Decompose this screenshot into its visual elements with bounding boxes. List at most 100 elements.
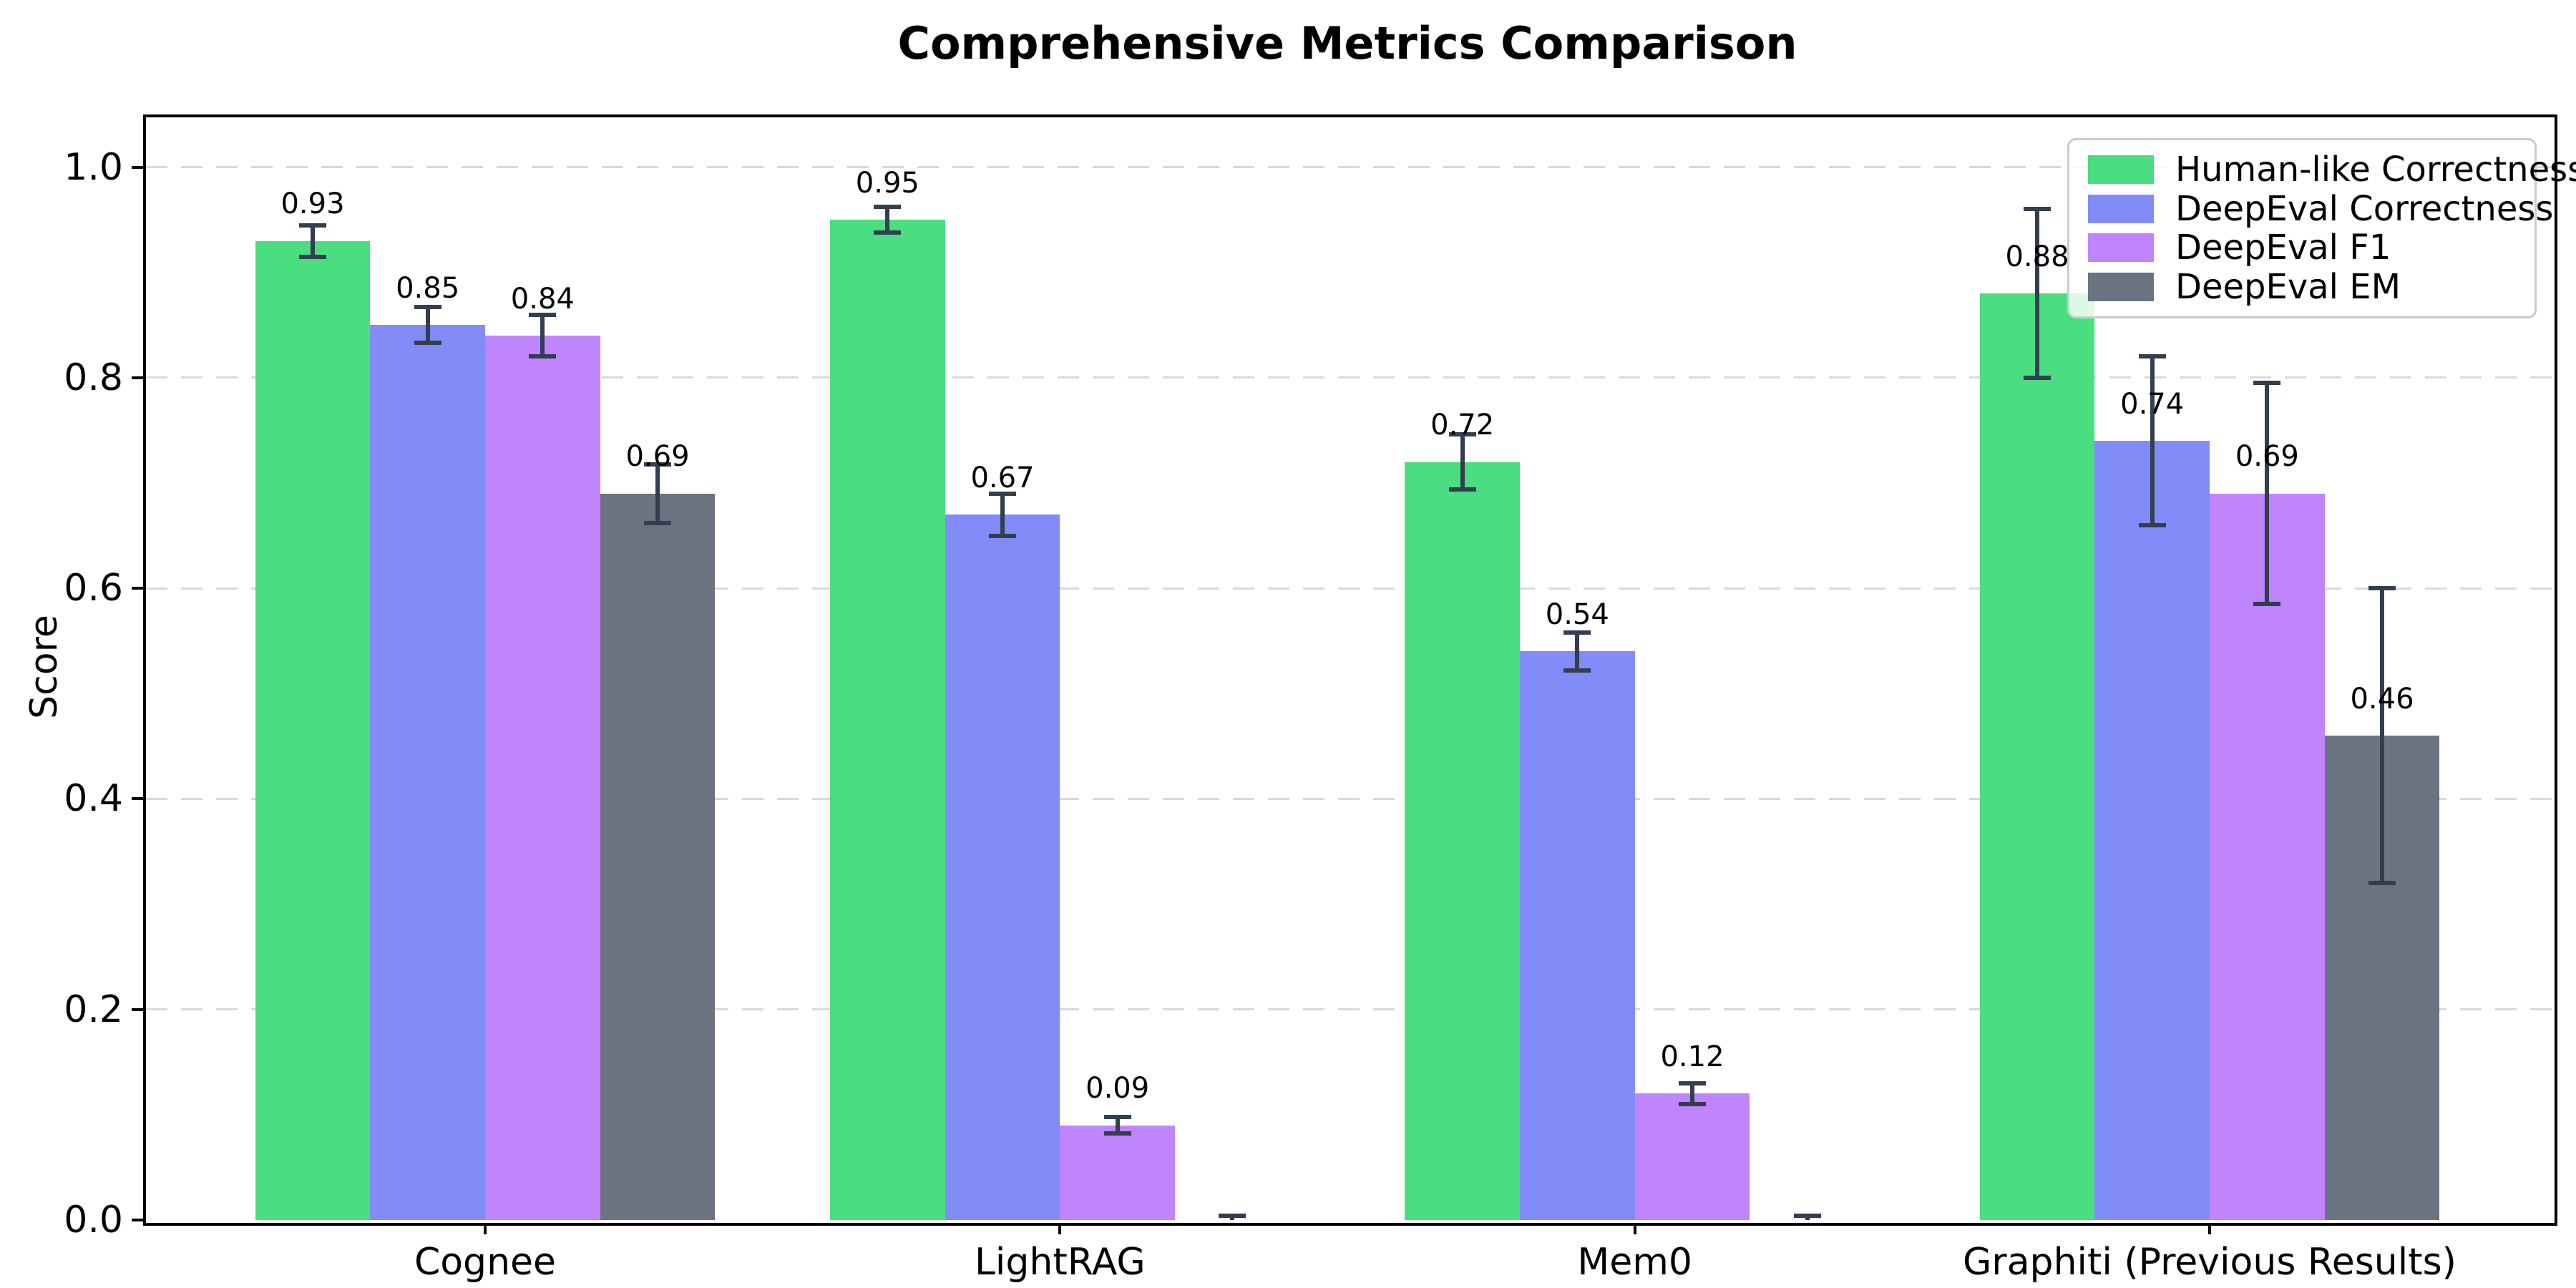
y-tick-label-0.0: 0.0 xyxy=(64,1199,123,1241)
error-bar-human-like-correctness-graphiti-previous-results xyxy=(2035,209,2039,378)
bar-value-label-human-like-correctness-cognee: 0.93 xyxy=(280,187,345,221)
gridline-y-1 xyxy=(146,166,2552,169)
bar-deepeval-f1-cognee xyxy=(484,336,600,1220)
bar-deepeval-correctness-mem0 xyxy=(1520,651,1635,1220)
error-cap-top-human-like-correctness-graphiti-previous-results xyxy=(2024,207,2051,212)
legend-swatch-human-like-correctness xyxy=(2088,155,2154,185)
error-cap-top-deepeval-correctness-cognee xyxy=(414,305,441,310)
x-tick-label-mem0: Mem0 xyxy=(1577,1241,1692,1284)
legend-item-human-like-correctness: Human-like Correctness xyxy=(2088,150,2576,189)
error-cap-bottom-human-like-correctness-cognee xyxy=(298,254,326,259)
x-tick-label-cognee: Cognee xyxy=(414,1241,557,1284)
x-tick-label-lightrag: LightRAG xyxy=(974,1241,1146,1284)
error-cap-top-deepeval-correctness-graphiti-previous-results xyxy=(2138,354,2166,359)
legend-label-deepeval-em: DeepEval EM xyxy=(2175,266,2401,307)
legend-item-deepeval-em: DeepEval EM xyxy=(2088,268,2516,306)
error-cap-top-deepeval-em-lightrag xyxy=(1219,1214,1246,1219)
error-bar-deepeval-f1-graphiti-previous-results xyxy=(2265,383,2270,605)
bar-value-label-deepeval-f1-lightrag: 0.09 xyxy=(1085,1072,1150,1106)
bar-value-label-deepeval-f1-graphiti-previous-results: 0.69 xyxy=(2235,440,2299,474)
bar-deepeval-correctness-lightrag xyxy=(945,514,1060,1220)
bar-value-label-deepeval-correctness-mem0: 0.54 xyxy=(1545,598,1609,631)
legend-swatch-deepeval-f1 xyxy=(2088,233,2154,263)
error-cap-bottom-deepeval-em-cognee xyxy=(643,520,671,525)
x-tick-label-graphiti-previous-results: Graphiti (Previous Results) xyxy=(1963,1241,2457,1284)
error-cap-bottom-human-like-correctness-lightrag xyxy=(874,230,902,235)
y-tick-0.8 xyxy=(132,376,143,379)
y-tick-label-0.6: 0.6 xyxy=(64,567,123,610)
y-axis-label: Score xyxy=(23,615,66,719)
error-bar-deepeval-em-cognee xyxy=(655,464,660,523)
bar-value-label-deepeval-correctness-graphiti-previous-results: 0.74 xyxy=(2120,387,2185,421)
error-cap-top-deepeval-f1-cognee xyxy=(529,312,557,317)
x-tick-cognee xyxy=(483,1223,487,1234)
bar-value-label-human-like-correctness-graphiti-previous-results: 0.88 xyxy=(2005,240,2069,273)
error-cap-top-human-like-correctness-mem0 xyxy=(1448,432,1476,437)
error-bar-deepeval-em-graphiti-previous-results xyxy=(2380,588,2384,884)
error-bar-human-like-correctness-mem0 xyxy=(1460,434,1465,489)
y-tick-0.6 xyxy=(132,587,143,590)
bar-deepeval-em-cognee xyxy=(600,493,716,1220)
legend-label-human-like-correctness: Human-like Correctness xyxy=(2175,150,2576,190)
error-bar-deepeval-correctness-mem0 xyxy=(1575,632,1580,670)
error-cap-top-human-like-correctness-cognee xyxy=(298,223,326,228)
legend-item-deepeval-correctness: DeepEval Correctness xyxy=(2088,190,2553,228)
bar-human-like-correctness-cognee xyxy=(255,240,371,1220)
bar-value-label-deepeval-correctness-lightrag: 0.67 xyxy=(970,461,1035,494)
y-tick-0.4 xyxy=(132,797,143,801)
gridline-y-0.4 xyxy=(146,797,2552,800)
bar-deepeval-correctness-cognee xyxy=(370,325,485,1220)
error-cap-top-deepeval-f1-mem0 xyxy=(1679,1080,1706,1085)
plot-area xyxy=(143,114,2557,1226)
gridline-y-0.2 xyxy=(146,1008,2552,1011)
error-cap-top-deepeval-f1-graphiti-previous-results xyxy=(2253,381,2281,386)
bar-deepeval-f1-mem0 xyxy=(1634,1093,1750,1220)
bar-value-label-deepeval-f1-cognee: 0.84 xyxy=(510,282,575,316)
x-tick-mem0 xyxy=(1633,1223,1636,1234)
error-cap-top-deepeval-correctness-mem0 xyxy=(1563,630,1591,635)
error-cap-bottom-deepeval-correctness-mem0 xyxy=(1563,668,1591,673)
bar-human-like-correctness-graphiti-previous-results xyxy=(1979,293,2095,1220)
gridline-y-0.8 xyxy=(146,376,2552,379)
bar-value-label-human-like-correctness-lightrag: 0.95 xyxy=(855,166,919,200)
x-tick-graphiti-previous-results xyxy=(2208,1223,2211,1234)
error-bar-deepeval-f1-cognee xyxy=(540,314,545,357)
x-tick-lightrag xyxy=(1058,1223,1062,1234)
error-cap-top-deepeval-em-graphiti-previous-results xyxy=(2368,586,2396,591)
legend-swatch-deepeval-em xyxy=(2088,272,2154,301)
error-cap-bottom-deepeval-f1-graphiti-previous-results xyxy=(2253,602,2281,607)
error-cap-bottom-human-like-correctness-mem0 xyxy=(1448,487,1476,492)
chart-title: Comprehensive Metrics Comparison xyxy=(897,17,1797,69)
y-tick-label-0.8: 0.8 xyxy=(64,356,123,399)
y-tick-1.0 xyxy=(132,165,143,169)
legend-label-deepeval-f1: DeepEval F1 xyxy=(2175,228,2391,268)
error-cap-bottom-deepeval-correctness-cognee xyxy=(414,341,441,346)
bar-human-like-correctness-lightrag xyxy=(829,220,945,1220)
error-cap-bottom-deepeval-f1-mem0 xyxy=(1679,1102,1706,1107)
y-tick-0.2 xyxy=(132,1008,143,1011)
error-bar-deepeval-f1-lightrag xyxy=(1115,1116,1120,1134)
y-tick-0.0 xyxy=(132,1219,143,1221)
bar-value-label-human-like-correctness-mem0: 0.72 xyxy=(1430,409,1495,442)
error-bar-human-like-correctness-cognee xyxy=(310,225,315,257)
error-cap-top-deepeval-em-cognee xyxy=(643,462,671,467)
error-cap-bottom-deepeval-f1-lightrag xyxy=(1103,1131,1131,1136)
error-bar-deepeval-correctness-cognee xyxy=(425,307,430,343)
bar-deepeval-f1-graphiti-previous-results xyxy=(2210,493,2325,1220)
error-cap-top-deepeval-f1-lightrag xyxy=(1103,1114,1131,1119)
error-bar-deepeval-correctness-lightrag xyxy=(1000,493,1005,536)
legend-item-deepeval-f1: DeepEval F1 xyxy=(2088,228,2516,267)
error-bar-deepeval-correctness-graphiti-previous-results xyxy=(2150,356,2155,525)
error-bar-deepeval-f1-mem0 xyxy=(1690,1083,1694,1105)
error-cap-bottom-human-like-correctness-graphiti-previous-results xyxy=(2024,375,2051,380)
error-cap-top-human-like-correctness-lightrag xyxy=(874,205,902,210)
error-cap-bottom-deepeval-correctness-graphiti-previous-results xyxy=(2138,522,2166,527)
error-cap-bottom-deepeval-em-graphiti-previous-results xyxy=(2368,881,2396,886)
legend: Human-like Correctness DeepEval Correctne… xyxy=(2067,138,2576,318)
bar-value-label-deepeval-em-graphiti-previous-results: 0.46 xyxy=(2350,682,2414,716)
y-tick-label-0.4: 0.4 xyxy=(64,777,123,821)
bar-human-like-correctness-mem0 xyxy=(1405,462,1520,1220)
bar-deepeval-f1-lightrag xyxy=(1060,1125,1175,1220)
bar-deepeval-correctness-graphiti-previous-results xyxy=(2094,441,2210,1220)
